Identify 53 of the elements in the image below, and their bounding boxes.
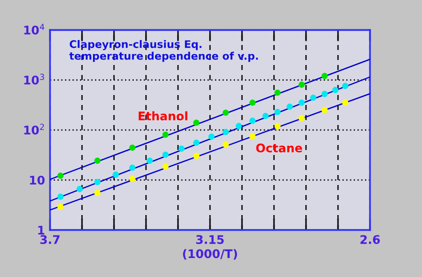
point (129, 164, 136, 171)
point (146, 158, 153, 164)
point (342, 82, 348, 90)
point (249, 100, 256, 106)
point (94, 190, 101, 196)
y-tick-label: 10$^{3}$ (24, 74, 44, 85)
point (162, 132, 169, 138)
x-tick-label: 2.6 (360, 235, 380, 244)
point (322, 90, 328, 98)
point (57, 204, 64, 210)
annotation: Ethanol (138, 111, 188, 120)
point (57, 194, 64, 200)
point (298, 114, 305, 122)
x-axis-title: (1000/T) (183, 249, 237, 260)
point (249, 133, 256, 140)
point (94, 158, 101, 164)
x-tick-label: 3.7 (40, 235, 60, 244)
point (193, 152, 200, 160)
x-tick-label: 3.15 (196, 235, 224, 244)
y-tick-label: 10 (30, 176, 45, 185)
annotation: Octane (256, 143, 302, 152)
point (236, 122, 242, 130)
y-tick-label: 10$^{2}$ (24, 124, 44, 135)
point (162, 152, 169, 158)
point (94, 178, 101, 186)
y-tick-label: 10$^{4}$ (24, 24, 44, 35)
point (332, 86, 338, 94)
point (193, 120, 200, 126)
point (178, 146, 185, 152)
point (129, 176, 136, 182)
point (162, 164, 169, 170)
point (222, 110, 229, 116)
point (129, 144, 136, 151)
point (208, 134, 215, 140)
point (298, 82, 305, 88)
point (249, 118, 256, 124)
point (274, 108, 281, 116)
point (342, 100, 348, 106)
point (322, 106, 328, 114)
point (310, 94, 316, 101)
y-tick-label: 1 (38, 226, 44, 234)
point (222, 142, 229, 148)
point (222, 128, 229, 136)
point (262, 112, 269, 120)
point (57, 172, 64, 179)
point (274, 122, 281, 130)
point (112, 172, 119, 178)
point (298, 100, 305, 106)
point (286, 104, 293, 110)
point (322, 72, 328, 80)
point (76, 186, 83, 192)
point (193, 140, 200, 146)
point (274, 90, 281, 96)
